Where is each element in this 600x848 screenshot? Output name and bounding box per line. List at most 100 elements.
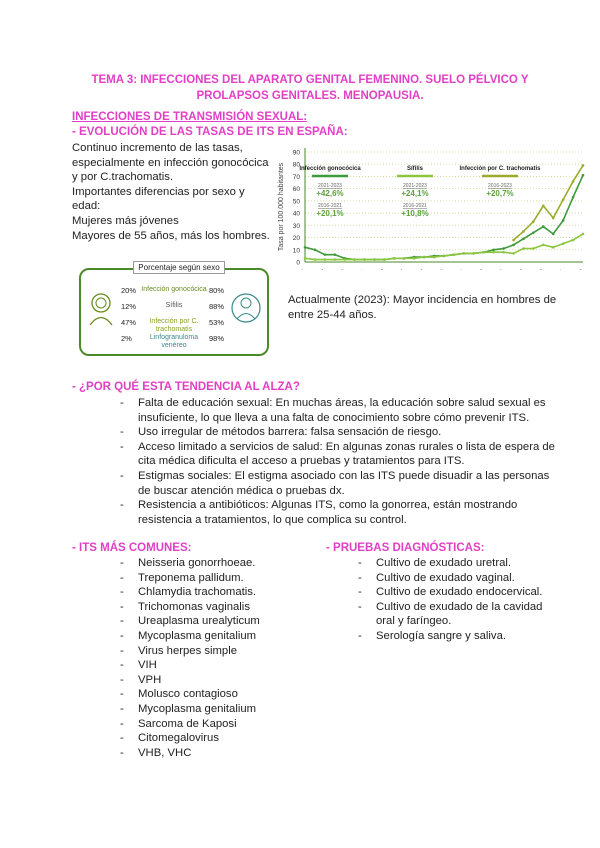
its-rates-chart: Tasa por 100.000 habitantes 0 10 20 30 40 50 60… bbox=[278, 148, 585, 270]
section-heading: INFECCIONES DE TRANSMISIÓN SEXUAL: bbox=[72, 111, 308, 123]
y-tick-label: 80 bbox=[293, 162, 301, 169]
x-tick-label: 1997 bbox=[315, 268, 326, 270]
note-period: 2016-2021 bbox=[403, 203, 427, 209]
data-point bbox=[303, 246, 307, 249]
list-item: Estigmas sociales: El estigma asociado c… bbox=[120, 469, 560, 498]
y-tick-label: 50 bbox=[293, 198, 301, 205]
evolution-heading: - EVOLUCIÓN DE LAS TASAS DE ITS EN ESPAÑ… bbox=[72, 126, 348, 138]
data-point bbox=[402, 257, 406, 260]
note-change: +24,1% bbox=[401, 189, 428, 198]
list-item: VHB, VHC bbox=[120, 746, 320, 761]
legend-label: Infección gonocócica bbox=[299, 166, 361, 172]
y-axis-label: Tasa por 100.000 habitantes bbox=[278, 162, 285, 251]
data-point bbox=[492, 248, 495, 252]
data-point bbox=[541, 225, 545, 228]
note-change: +20,7% bbox=[486, 189, 513, 198]
women-percent: 47% bbox=[121, 318, 137, 327]
series-line bbox=[304, 174, 584, 261]
data-point bbox=[333, 253, 337, 256]
note-change: +20,1% bbox=[316, 209, 343, 218]
data-point bbox=[313, 258, 317, 261]
why-heading: - ¿POR QUÉ ESTA TENDENCIA AL ALZA? bbox=[72, 381, 300, 393]
man-icon bbox=[231, 293, 261, 323]
data-point bbox=[422, 255, 426, 259]
list-item: Acceso limitado a servicios de salud: En… bbox=[120, 440, 560, 469]
data-point bbox=[571, 195, 575, 199]
data-point bbox=[303, 257, 307, 260]
infection-label: Infección gonocócica bbox=[141, 286, 207, 293]
list-item: Cultivo de exudado de la cavidad oral y … bbox=[358, 600, 548, 629]
infection-label: Linfogranuloma venéreo bbox=[149, 334, 199, 349]
x-tick-label: 2019 bbox=[533, 268, 544, 270]
note-period: 2021-2023 bbox=[403, 183, 427, 189]
data-point bbox=[551, 232, 555, 236]
evolution-text: Continuo incremento de las tasas, especi… bbox=[72, 141, 277, 243]
list-item: Serología sangre y saliva. bbox=[358, 629, 548, 644]
infection-label: Sífilis bbox=[165, 302, 183, 309]
text-line: Mujeres más jóvenes bbox=[72, 214, 179, 227]
data-point bbox=[541, 204, 545, 208]
tests-heading: - PRUEBAS DIAGNÓSTICAS: bbox=[326, 542, 485, 554]
x-tick-label: 2013 bbox=[474, 268, 485, 270]
x-tick-label: 2007 bbox=[414, 268, 425, 270]
data-point bbox=[412, 257, 416, 260]
list-item: Cultivo de exudado endocervical. bbox=[358, 585, 548, 600]
data-point bbox=[442, 254, 446, 258]
data-point bbox=[512, 252, 515, 255]
data-point bbox=[482, 250, 486, 254]
data-point bbox=[452, 253, 456, 256]
data-point bbox=[462, 252, 466, 255]
x-tick-label: 2023 bbox=[573, 268, 584, 270]
women-percent: 12% bbox=[121, 302, 137, 311]
data-point bbox=[522, 230, 525, 233]
men-percent: 80% bbox=[209, 286, 225, 295]
x-tick-label: 2011 bbox=[454, 268, 465, 270]
data-point bbox=[383, 258, 386, 261]
text-line: Importantes diferencias por sexo y bbox=[72, 185, 245, 198]
text-line: y por C.trachomatis. bbox=[72, 171, 174, 184]
data-point bbox=[343, 258, 347, 261]
list-item: Falta de educación sexual: En muchas áre… bbox=[120, 396, 560, 425]
y-tick-label: 0 bbox=[296, 260, 300, 267]
data-point bbox=[561, 219, 565, 222]
x-tick-label: 1995 bbox=[295, 268, 306, 270]
data-point bbox=[581, 173, 585, 177]
list-item: VIH bbox=[120, 658, 320, 673]
data-point bbox=[581, 232, 585, 236]
x-tick-label: 2009 bbox=[434, 268, 445, 270]
common-its-list: Neisseria gonorrhoeae.Treponema pallidum… bbox=[120, 556, 320, 760]
data-point bbox=[313, 248, 317, 252]
data-point bbox=[333, 258, 337, 261]
series-line bbox=[512, 165, 584, 241]
common-heading: - ITS MÁS COMUNES: bbox=[72, 542, 192, 554]
list-item: Cultivo de exudado uretral. bbox=[358, 556, 548, 571]
x-tick-label: 2001 bbox=[355, 268, 366, 270]
y-tick-label: 60 bbox=[293, 186, 301, 193]
woman-icon bbox=[89, 293, 113, 326]
data-point bbox=[551, 216, 555, 220]
data-point bbox=[512, 243, 515, 247]
data-point bbox=[353, 258, 356, 261]
men-percent: 53% bbox=[209, 318, 225, 327]
x-tick-label: 2005 bbox=[394, 268, 405, 270]
legend-label: Sífilis bbox=[407, 166, 424, 172]
men-percent: 88% bbox=[209, 302, 225, 311]
list-item: Treponema pallidum. bbox=[120, 571, 320, 586]
y-tick-label: 30 bbox=[293, 223, 301, 230]
y-tick-label: 40 bbox=[293, 211, 301, 218]
data-point bbox=[393, 257, 396, 260]
data-point bbox=[522, 237, 525, 241]
list-item: Citomegalovirus bbox=[120, 731, 320, 746]
data-point bbox=[472, 252, 476, 255]
text-line: Continuo incremento de las tasas, bbox=[72, 142, 243, 154]
data-point bbox=[323, 253, 327, 256]
x-tick-label: 2015 bbox=[494, 268, 505, 270]
data-point bbox=[532, 247, 535, 250]
y-tick-label: 90 bbox=[293, 150, 301, 157]
list-item: Uso irregular de métodos barrera: falsa … bbox=[120, 425, 560, 440]
note-period: 2016-2021 bbox=[318, 203, 342, 209]
sex-percentage-box: Porcentaje según sexo 20% Infección gono… bbox=[79, 261, 269, 356]
data-point bbox=[432, 255, 436, 259]
page-title: TEMA 3: INFECCIONES DEL APARATO GENITAL … bbox=[91, 74, 529, 102]
